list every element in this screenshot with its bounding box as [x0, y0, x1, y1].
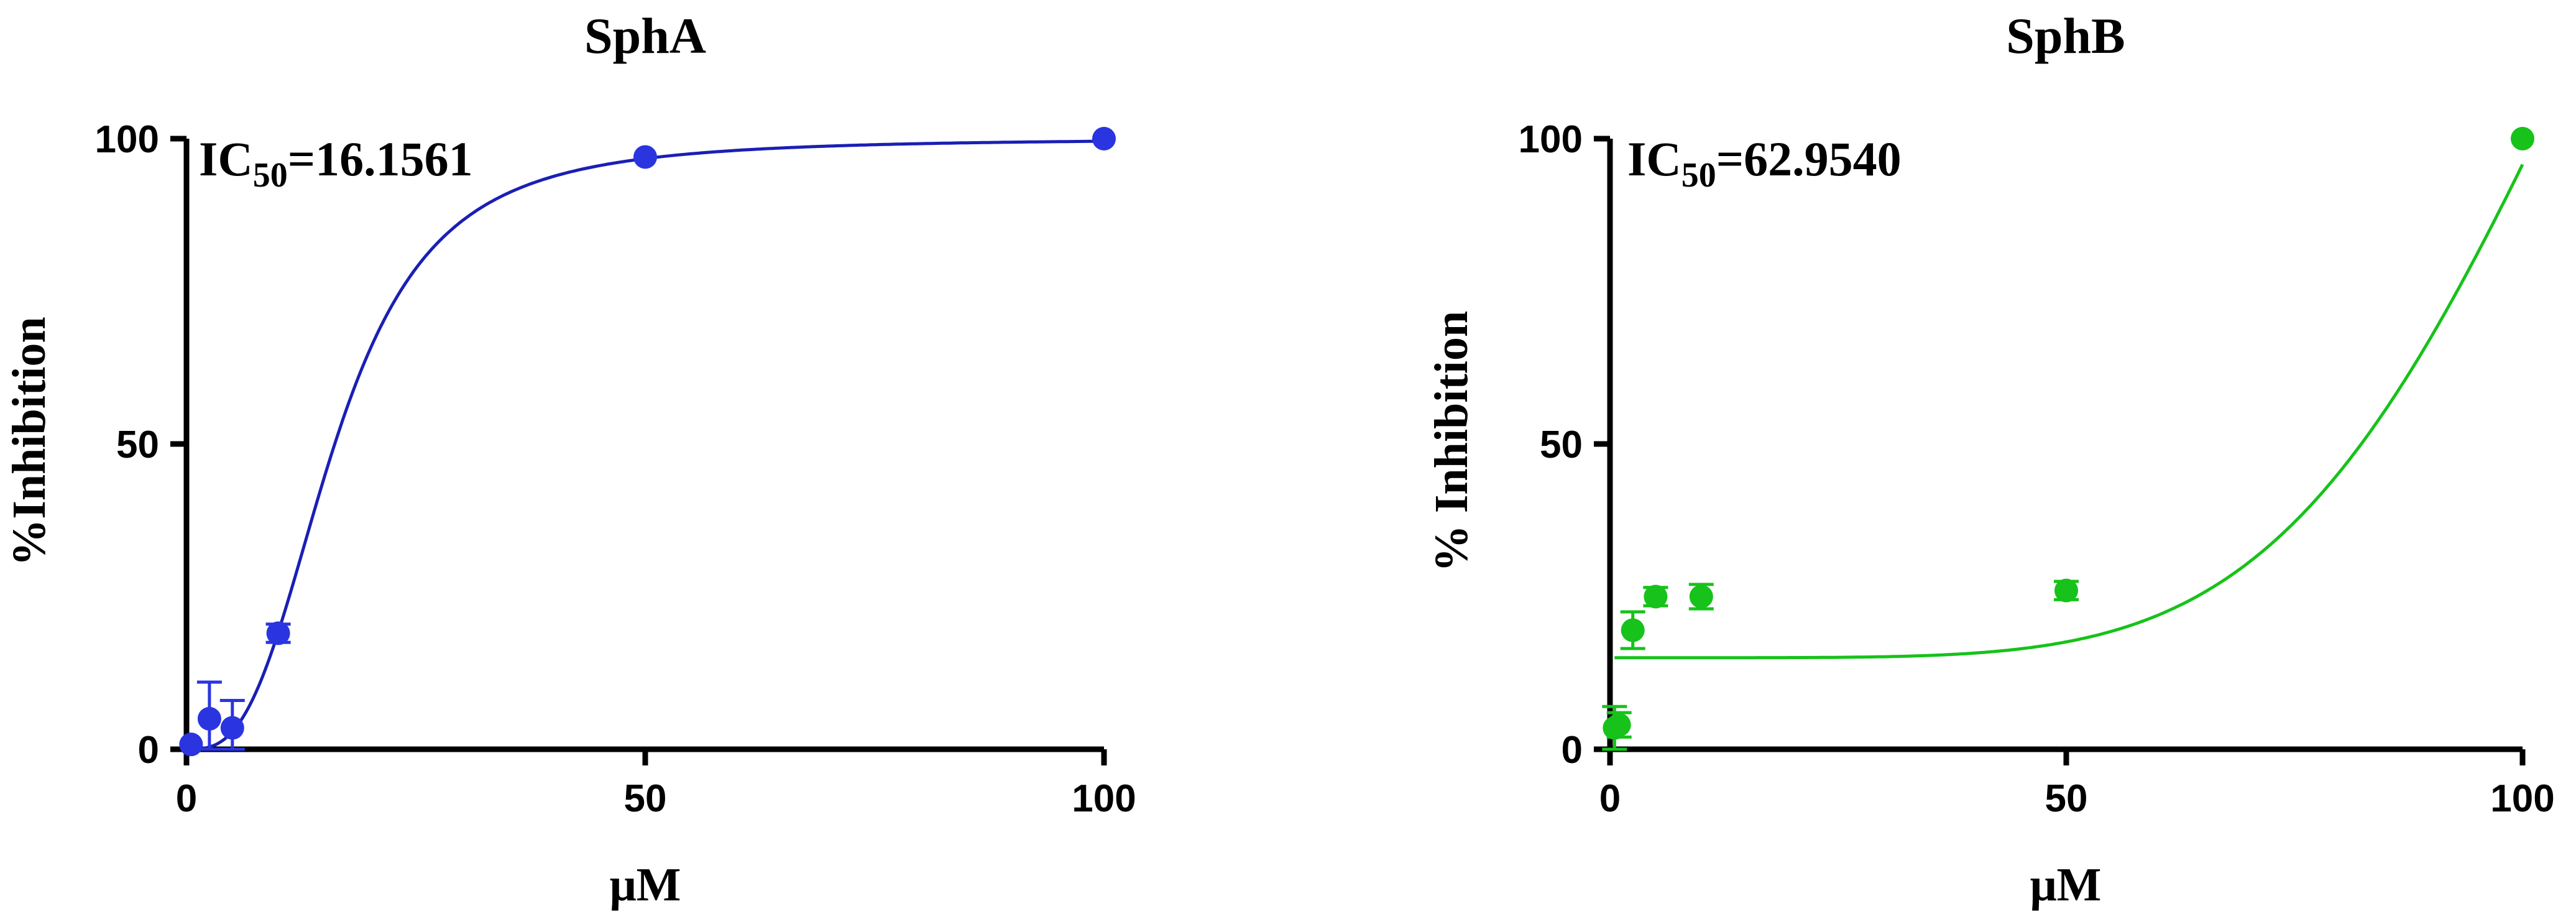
data-point: [1092, 127, 1116, 150]
data-point: [1607, 713, 1631, 737]
chart-title: SphA: [584, 7, 706, 64]
x-tick-label: 100: [2490, 777, 2554, 820]
data-point: [179, 732, 203, 757]
y-tick-label: 0: [138, 729, 159, 772]
data-point: [1644, 584, 1668, 609]
chart-panel-spha: SphA IC50=16.1561 %Inhibition μM 0 50 100 0…: [3, 7, 1136, 911]
x-tick-label: 100: [1072, 777, 1136, 820]
y-tick-label: 50: [116, 423, 159, 466]
x-axis-label: μM: [610, 859, 681, 911]
chart-panel-sphb: SphB IC50=62.9540 % Inhibition μM 0 50 100…: [1425, 7, 2555, 911]
data-point: [197, 706, 221, 731]
y-tick-label: 100: [95, 118, 159, 161]
data-point: [633, 145, 657, 169]
fit-curve: [191, 139, 1105, 751]
data-point: [1689, 584, 1713, 609]
fit-curve: [1614, 164, 2524, 660]
y-axis-label: % Inhibition: [1425, 311, 1478, 572]
y-tick-label: 100: [1519, 118, 1583, 161]
x-tick-label: 50: [624, 777, 667, 820]
data-point: [2511, 127, 2534, 150]
x-tick-label: 50: [2045, 777, 2088, 820]
y-tick-label: 50: [1540, 423, 1583, 466]
y-tick-label: 0: [1562, 729, 1583, 772]
y-axis-label: %Inhibition: [3, 316, 55, 566]
ic50-annotation: IC50=62.9540: [1627, 132, 1902, 195]
data-point: [220, 716, 244, 740]
x-axis-label: μM: [2030, 859, 2102, 911]
data-point: [266, 621, 290, 645]
x-tick-label: 0: [1599, 777, 1621, 820]
x-tick-label: 0: [176, 777, 197, 820]
chart-title: SphB: [2006, 7, 2125, 64]
data-point: [2054, 578, 2078, 603]
ic50-annotation: IC50=16.1561: [199, 132, 473, 195]
data-point: [1621, 618, 1645, 642]
